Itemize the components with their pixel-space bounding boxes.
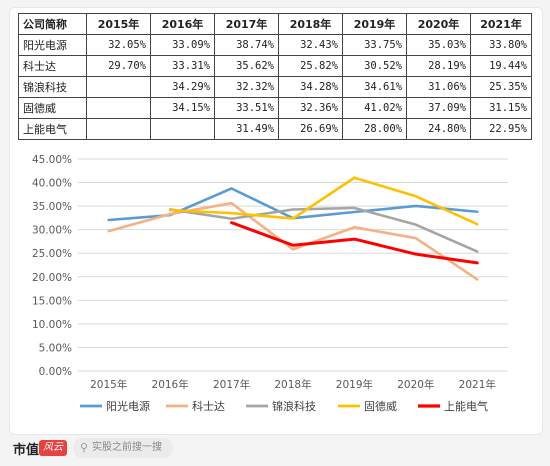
y-tick-label: 10.00%: [32, 319, 72, 331]
table-cell: 25.35%: [470, 76, 532, 98]
search-placeholder: 实股之前搜一搜: [92, 442, 162, 453]
table-cell: 25.82%: [278, 55, 343, 77]
y-tick-label: 20.00%: [32, 272, 72, 284]
table-year-header: 2016年: [150, 13, 215, 35]
x-tick-label: 2016年: [152, 378, 189, 391]
y-tick-label: 25.00%: [32, 248, 72, 260]
table-row: 锦浪科技 34.29% 32.32% 34.28% 34.61% 31.06% 25.35%: [18, 76, 532, 98]
y-tick-label: 5.00%: [39, 342, 72, 354]
chart-grid: [78, 158, 508, 372]
table-cell: 26.69%: [278, 118, 343, 140]
legend-item[interactable]: 固德威: [338, 399, 397, 413]
x-tick-label: 2017年: [213, 378, 250, 391]
legend-label: 科士达: [192, 399, 225, 413]
y-tick-label: 15.00%: [32, 295, 72, 307]
series-line-2: [168, 206, 479, 253]
table-cell: 30.52%: [342, 55, 407, 77]
table-corner-header: 公司简称: [18, 13, 87, 35]
company-name-cell: 固德威: [18, 97, 87, 119]
table-year-header: 2018年: [278, 13, 343, 35]
y-tick-label: 45.00%: [32, 154, 72, 166]
legend-item[interactable]: 锦浪科技: [246, 399, 316, 413]
table-cell: 34.15%: [150, 97, 215, 119]
y-tick-label: 30.00%: [32, 225, 72, 237]
x-axis: 2015年 2016年 2017年 2018年 2019年 2020年 2021年: [90, 378, 496, 391]
table-cell: 32.32%: [214, 76, 279, 98]
table-cell: 34.61%: [342, 76, 407, 98]
line-chart: 0.00% 5.00% 10.00% 15.00% 20.00% 25.00% 30.00%…: [32, 154, 508, 413]
table-cell: 32.36%: [278, 97, 343, 119]
x-tick-label: 2015年: [90, 378, 127, 391]
company-name-cell: 科士达: [18, 55, 87, 77]
table-cell: 31.15%: [470, 97, 532, 119]
footer-bar: 市值 风云 ⚲ 实股之前搜一搜: [9, 437, 179, 459]
table-cell: 34.29%: [150, 76, 215, 98]
x-tick-label: 2019年: [336, 378, 373, 391]
y-axis: 0.00% 5.00% 10.00% 15.00% 20.00% 25.00% 30.00%…: [32, 154, 72, 378]
table-cell: 34.28%: [278, 76, 343, 98]
table-cell: 22.95%: [470, 118, 532, 140]
x-tick-label: 2021年: [459, 378, 496, 391]
table-row: 科士达 29.70% 33.31% 35.62% 25.82% 30.52% 28.19% 1…: [18, 55, 532, 77]
legend-item[interactable]: 科士达: [166, 399, 225, 413]
brand-logo: 市值: [13, 443, 40, 458]
table-cell: 24.80%: [406, 118, 471, 140]
table-cell: 29.70%: [86, 55, 151, 77]
table-row: 阳光电源 32.05% 33.09% 38.74% 32.43% 33.75% 35.03%…: [18, 34, 532, 56]
table-cell: 19.44%: [470, 55, 532, 77]
table-year-header: 2021年: [470, 13, 532, 35]
company-name-cell: 上能电气: [18, 118, 87, 140]
series-line-4: [230, 221, 479, 265]
table-year-header: 2020年: [406, 13, 471, 35]
table-year-header: 2019年: [342, 13, 407, 35]
table-year-header: 2015年: [86, 13, 151, 35]
search-icon: ⚲: [80, 441, 89, 454]
table-cell: 32.43%: [278, 34, 343, 56]
table-cell: [86, 97, 151, 119]
search-box[interactable]: ⚲ 实股之前搜一搜: [73, 438, 173, 458]
company-name-cell: 锦浪科技: [18, 76, 87, 98]
data-table: 公司简称 2015年 2016年 2017年 2018年 2019年 2020年 2021年…: [18, 13, 532, 140]
legend-item[interactable]: 上能电气: [418, 399, 488, 413]
x-tick-label: 2020年: [397, 378, 434, 391]
table-row: 固德威 34.15% 33.51% 32.36% 41.02% 37.09% 31.15%: [18, 97, 532, 119]
table-cell: 33.80%: [470, 34, 532, 56]
table-cell: [86, 76, 151, 98]
legend-label: 阳光电源: [106, 399, 150, 413]
series-line-3: [168, 176, 479, 226]
brand-logo-badge: 风云: [39, 440, 67, 456]
table-cell: 31.49%: [214, 118, 279, 140]
legend-label: 上能电气: [444, 399, 488, 413]
table-cell: 41.02%: [342, 97, 407, 119]
x-tick-label: 2018年: [274, 378, 311, 391]
table-cell: 35.62%: [214, 55, 279, 77]
table-cell: [86, 118, 151, 140]
table-cell: 33.75%: [342, 34, 407, 56]
legend-item[interactable]: 阳光电源: [80, 399, 150, 413]
y-tick-label: 40.00%: [32, 178, 72, 190]
table-cell: 38.74%: [214, 34, 279, 56]
table-row: 上能电气 31.49% 26.69% 28.00% 24.80% 22.95%: [18, 118, 532, 140]
table-header-row: 公司简称 2015年 2016年 2017年 2018年 2019年 2020年 2021年: [18, 13, 532, 35]
legend-label: 锦浪科技: [272, 399, 316, 413]
chart-series: [107, 176, 479, 281]
table-year-header: 2017年: [214, 13, 279, 35]
table-cell: 35.03%: [406, 34, 471, 56]
company-name-cell: 阳光电源: [18, 34, 87, 56]
table-cell: 37.09%: [406, 97, 471, 119]
table-cell: 31.06%: [406, 76, 471, 98]
table-cell: 33.51%: [214, 97, 279, 119]
legend-label: 固德威: [364, 399, 397, 413]
table-cell: 32.05%: [86, 34, 151, 56]
table-cell: 33.09%: [150, 34, 215, 56]
table-cell: 28.19%: [406, 55, 471, 77]
table-cell: 33.31%: [150, 55, 215, 77]
table-cell: 28.00%: [342, 118, 407, 140]
series-line-1: [107, 201, 479, 281]
y-tick-label: 0.00%: [39, 366, 72, 378]
y-tick-label: 35.00%: [32, 201, 72, 213]
chart-legend[interactable]: 阳光电源 科士达 锦浪科技 固德威 上能电气: [80, 399, 488, 413]
table-cell: [150, 118, 215, 140]
